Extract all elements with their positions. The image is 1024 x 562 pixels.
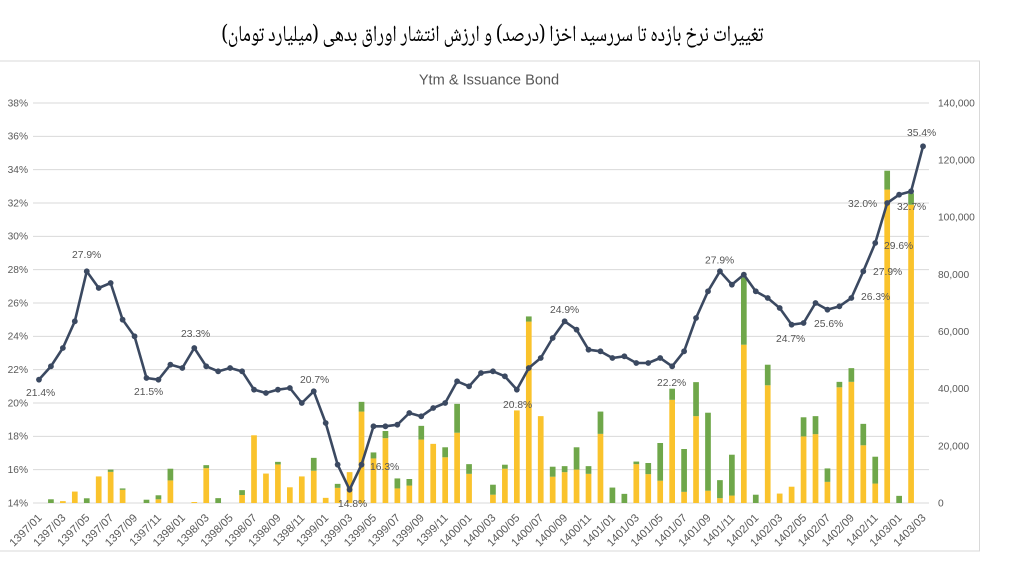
svg-text:21.5%: 21.5% — [134, 387, 163, 398]
svg-text:24.7%: 24.7% — [776, 334, 805, 345]
svg-text:22.2%: 22.2% — [657, 378, 686, 389]
svg-text:14.8%: 14.8% — [338, 499, 367, 510]
svg-text:20,000: 20,000 — [938, 441, 969, 452]
svg-text:20%: 20% — [8, 398, 28, 409]
svg-text:20.7%: 20.7% — [300, 375, 329, 386]
svg-text:120,000: 120,000 — [938, 156, 975, 167]
svg-text:26.3%: 26.3% — [861, 292, 890, 303]
svg-text:32.7%: 32.7% — [897, 202, 926, 213]
svg-text:28%: 28% — [8, 265, 28, 276]
svg-text:14%: 14% — [8, 498, 28, 509]
svg-text:18%: 18% — [8, 432, 28, 443]
svg-text:35.4%: 35.4% — [907, 128, 936, 139]
svg-text:25.6%: 25.6% — [814, 319, 843, 330]
svg-text:20.8%: 20.8% — [503, 400, 532, 411]
svg-text:26%: 26% — [8, 298, 28, 309]
svg-text:32.0%: 32.0% — [848, 199, 877, 210]
svg-text:100,000: 100,000 — [938, 213, 975, 224]
svg-text:80,000: 80,000 — [938, 270, 969, 281]
svg-text:38%: 38% — [8, 98, 28, 109]
svg-text:27.9%: 27.9% — [72, 250, 101, 261]
svg-text:34%: 34% — [8, 165, 28, 176]
svg-text:29.6%: 29.6% — [884, 241, 913, 252]
svg-text:40,000: 40,000 — [938, 384, 969, 395]
svg-text:30%: 30% — [8, 232, 28, 243]
svg-text:21.4%: 21.4% — [26, 388, 55, 399]
svg-text:60,000: 60,000 — [938, 327, 969, 338]
svg-text:27.9%: 27.9% — [873, 267, 902, 278]
svg-text:36%: 36% — [8, 132, 28, 143]
svg-text:22%: 22% — [8, 365, 28, 376]
svg-text:27.9%: 27.9% — [705, 256, 734, 267]
svg-text:23.3%: 23.3% — [181, 329, 210, 340]
svg-text:140,000: 140,000 — [938, 98, 975, 109]
svg-text:24.9%: 24.9% — [550, 305, 579, 316]
svg-text:16%: 16% — [8, 465, 28, 476]
svg-text:0: 0 — [938, 498, 944, 509]
svg-text:24%: 24% — [8, 332, 28, 343]
svg-text:32%: 32% — [8, 198, 28, 209]
svg-text:16.3%: 16.3% — [370, 462, 399, 473]
svg-text:Ytm & Issuance Bond: Ytm & Issuance Bond — [419, 72, 559, 88]
